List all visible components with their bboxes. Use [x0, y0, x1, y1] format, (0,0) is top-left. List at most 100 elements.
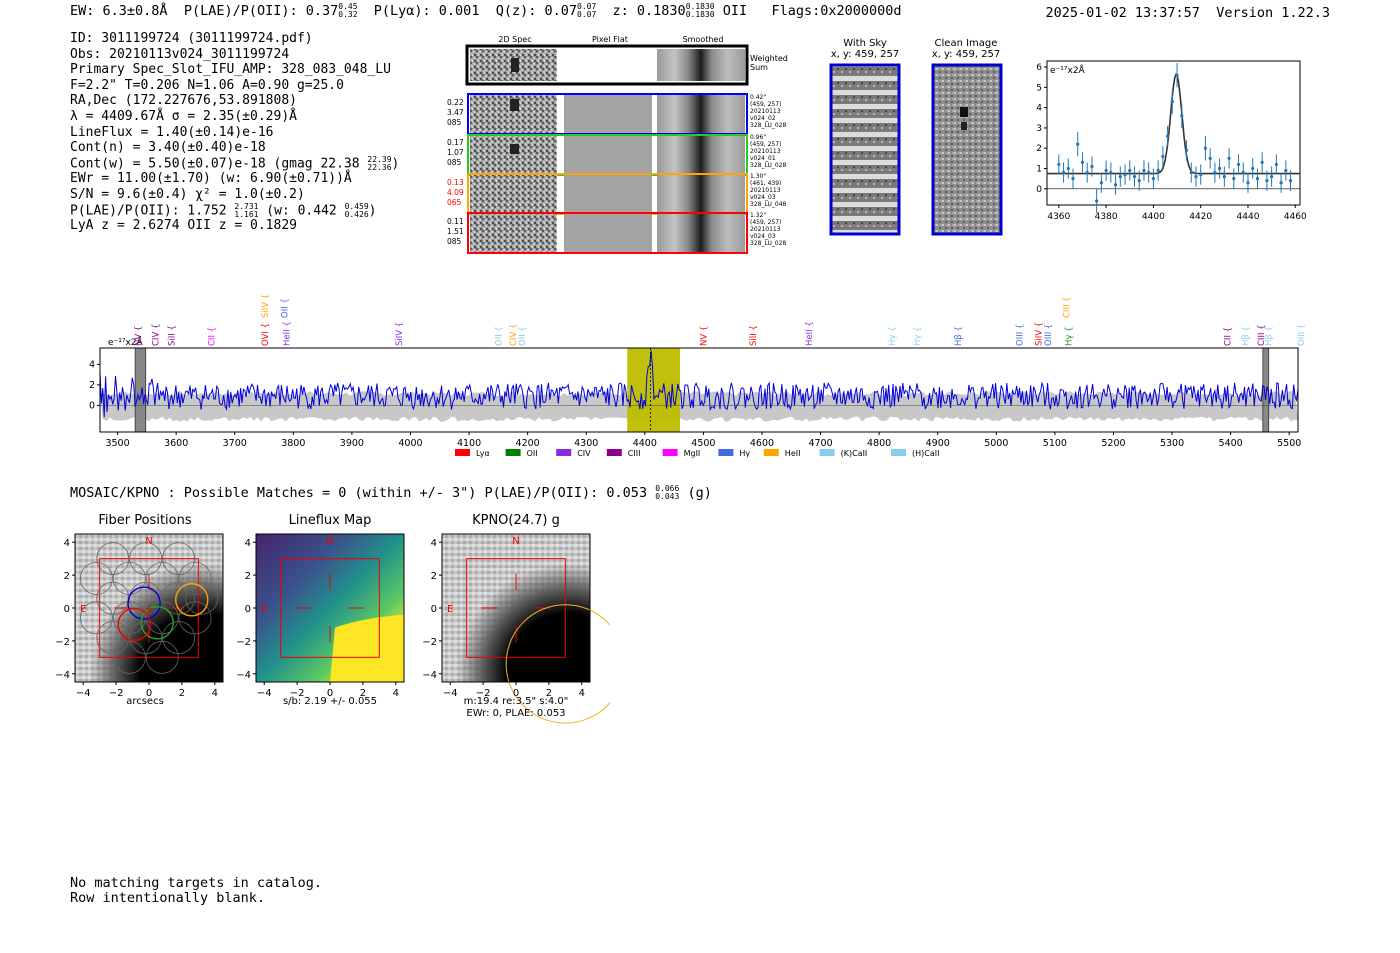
row3-l0: 0.13 — [447, 178, 464, 187]
emission-line-label: OII { — [518, 326, 528, 346]
row1-l0: 0.22 — [447, 98, 464, 107]
zoom-point — [1227, 156, 1231, 160]
zoom-point — [1128, 168, 1132, 173]
col-pixelflat: Pixel Flat — [592, 35, 628, 44]
footer-line-2: Row intentionally blank. — [70, 890, 266, 906]
fiber-circle — [145, 601, 179, 635]
row4-left: 0.11 1.51 085 — [447, 217, 467, 247]
zoom-point — [1170, 99, 1174, 104]
emission-line-label: SiII { — [749, 325, 759, 346]
row4-l0: 0.11 — [447, 217, 464, 226]
zoom-point — [1194, 175, 1198, 179]
zoom-xtick-label: 4420 — [1189, 212, 1212, 222]
north-label: N — [512, 536, 519, 547]
zoom-point — [1165, 134, 1170, 138]
full-xtick-label: 4300 — [574, 438, 598, 449]
north-label: N — [326, 536, 333, 547]
zoom-point — [1274, 162, 1278, 167]
panel-xtick-label: 4 — [579, 688, 585, 699]
full-xtick-label: 5100 — [1043, 438, 1067, 449]
kpno-xlabel: m:19.4 re:3.5" s:4.0" EWr: 0, PLAE: 0.05… — [436, 696, 596, 720]
zoom-point — [1085, 170, 1089, 175]
matches-band: (g) — [687, 485, 712, 501]
col-2dspec: 2D Spec — [498, 35, 532, 44]
emission-line-label: Hβ { — [954, 326, 964, 346]
emission-line-label: CIV { — [509, 324, 519, 346]
row3-r4: 328_LU_048 — [750, 201, 787, 208]
emission-line-label: OIII { — [1016, 324, 1026, 346]
cont-w-hi: 22.39 — [367, 154, 392, 164]
fiber-circle — [96, 542, 130, 576]
fiber-circle — [79, 561, 113, 595]
cont-n: Cont(n) = 3.40(±0.40)e-18 — [70, 140, 266, 156]
aperture-box — [280, 558, 380, 658]
zoom-point — [1071, 177, 1075, 181]
fiber-circle — [145, 640, 179, 674]
obs-id: Obs: 20210113v024_3011199724 — [70, 46, 290, 62]
row3-r2: 20210113 — [750, 187, 781, 194]
zoom-point — [1270, 175, 1274, 179]
full-error-band — [100, 391, 1298, 422]
emission-line-label: OII { — [281, 298, 291, 318]
full-xtick-label: 5000 — [984, 438, 1008, 449]
plae2-hi: 2.731 — [234, 201, 259, 211]
legend-swatch — [556, 449, 572, 456]
z-hi: 0.1830 — [685, 2, 715, 11]
full-ytick-label: 4 — [89, 359, 95, 370]
fiber-circle — [185, 581, 219, 615]
emission-line-label: SiII { — [168, 325, 178, 346]
zoom-point — [1184, 148, 1189, 152]
zoom-ytick-label: 5 — [1036, 83, 1042, 93]
clean-label: Clean Image — [934, 38, 998, 49]
zoom-point — [1260, 160, 1264, 165]
full-ytick-label: 0 — [89, 400, 95, 411]
emission-line-label: SiIV { — [261, 294, 271, 318]
panel-ytick-label: 2 — [64, 571, 70, 582]
cutout-grid — [465, 44, 749, 254]
full-xtick-label: 4100 — [457, 438, 481, 449]
panel-ytick-label: −2 — [55, 637, 70, 648]
panel-xtick-label: 2 — [360, 688, 366, 699]
fiber-positions-title: Fiber Positions — [98, 513, 192, 528]
plae-lo: 0.32 — [338, 10, 358, 19]
row2-l2: 085 — [447, 158, 462, 167]
zoom-point — [1080, 160, 1085, 165]
row3-left: 0.13 4.09 065 — [447, 178, 467, 208]
aperture-box — [99, 558, 199, 658]
full-spectrum-line — [99, 350, 1299, 418]
legend-swatch — [505, 449, 521, 456]
legend-label: Hγ — [739, 449, 750, 458]
plae2-w-lo: 0.426 — [344, 209, 369, 219]
plae2-w: (w: 0.442 — [266, 203, 337, 219]
zoom-point — [1090, 164, 1094, 169]
info-block: ID: 3011199724 (3011199724.pdf) Obs: 202… — [70, 31, 399, 234]
cutout-row-2 — [467, 134, 748, 176]
legend-swatch — [662, 449, 678, 456]
full-xtick-label: 4000 — [398, 438, 422, 449]
full-xtick-label: 3600 — [164, 438, 188, 449]
sn-chi2: S/N = 9.6(±0.4) χ² = 1.0(±0.2) — [70, 186, 305, 202]
zoom-point — [1203, 146, 1208, 150]
row3-r0: 1.30" — [750, 173, 767, 180]
emission-line-label: NV { — [134, 326, 144, 346]
col-smoothed: Smoothed — [682, 35, 724, 44]
panel-xtick-label: −4 — [76, 688, 91, 699]
row2-r2: 20210113 — [750, 148, 781, 155]
row1-r4: 328_LU_028 — [750, 122, 787, 129]
row3-r1: (461, 439) — [750, 180, 782, 187]
panel-xtick-label: −4 — [257, 688, 272, 699]
z-value: z: 0.1830 — [612, 3, 686, 19]
fiber-highlight — [175, 583, 209, 617]
kpno-title: KPNO(24.7) g — [472, 513, 560, 528]
full-xtick-label: 5200 — [1101, 438, 1125, 449]
zoom-xtick-label: 4460 — [1284, 212, 1307, 222]
legend-swatch — [891, 449, 906, 456]
full-xtick-label: 3700 — [223, 438, 247, 449]
emission-line-label: CIV { — [152, 324, 162, 346]
row1-l1: 3.47 — [447, 108, 464, 117]
zoom-point — [1208, 156, 1212, 160]
fiber-center-plus: + — [144, 602, 153, 615]
ra-dec: RA,Dec (172.227676,53.891808) — [70, 93, 297, 109]
z-line: OII — [722, 3, 748, 19]
zoom-xtick-label: 4440 — [1237, 212, 1260, 222]
